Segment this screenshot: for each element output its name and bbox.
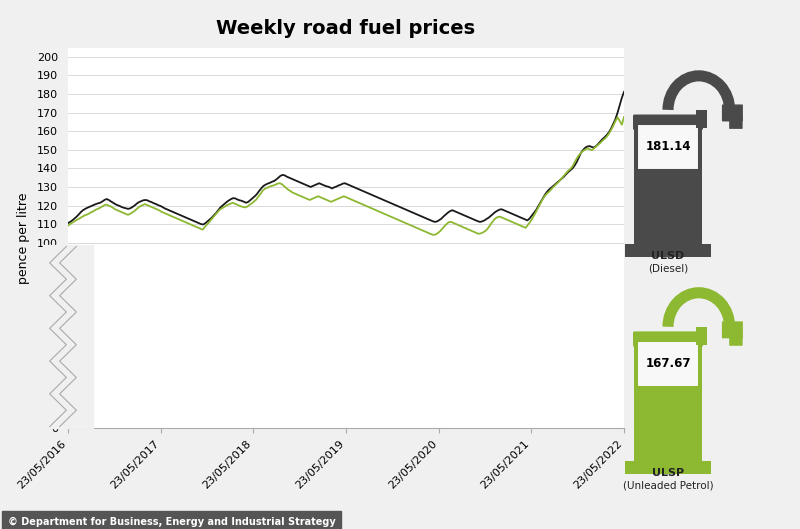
- Text: (Diesel): (Diesel): [648, 264, 688, 274]
- Text: 167.67: 167.67: [646, 358, 690, 370]
- FancyBboxPatch shape: [634, 125, 702, 246]
- FancyBboxPatch shape: [696, 327, 707, 345]
- FancyBboxPatch shape: [634, 342, 702, 463]
- FancyBboxPatch shape: [729, 334, 742, 346]
- FancyBboxPatch shape: [638, 341, 699, 387]
- Text: 181.14: 181.14: [646, 141, 690, 153]
- FancyBboxPatch shape: [696, 110, 707, 129]
- Text: © Department for Business, Energy and Industrial Strategy: © Department for Business, Energy and In…: [8, 517, 336, 527]
- FancyBboxPatch shape: [625, 244, 711, 257]
- FancyBboxPatch shape: [729, 117, 742, 129]
- Text: ULSP: ULSP: [652, 468, 684, 478]
- FancyBboxPatch shape: [633, 114, 703, 130]
- FancyBboxPatch shape: [638, 124, 699, 170]
- Text: ULSD: ULSD: [651, 251, 685, 261]
- Text: (Unleaded Petrol): (Unleaded Petrol): [622, 481, 714, 491]
- Title: Weekly road fuel prices: Weekly road fuel prices: [217, 19, 475, 38]
- FancyBboxPatch shape: [722, 104, 743, 122]
- Y-axis label: pence per litre: pence per litre: [18, 193, 30, 284]
- FancyBboxPatch shape: [625, 461, 711, 473]
- FancyBboxPatch shape: [633, 331, 703, 347]
- Bar: [43, 244, 93, 428]
- FancyBboxPatch shape: [722, 321, 743, 339]
